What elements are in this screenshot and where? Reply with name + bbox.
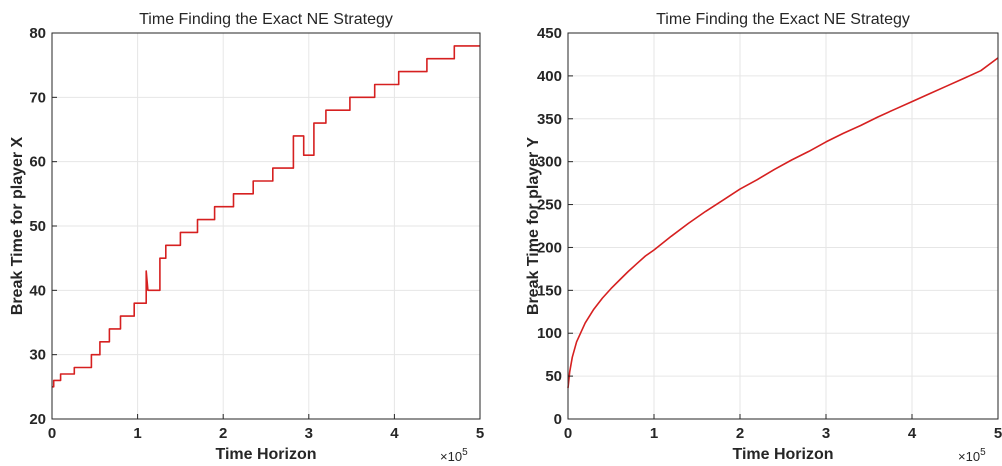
chart-right: Time Finding the Exact NE Strategy 0 1 2 3 4… <box>525 11 1002 464</box>
chart-left-title: Time Finding the Exact NE Strategy <box>139 11 393 28</box>
chart-right-plot-frame <box>567 32 999 420</box>
chart-left-x-tick-label: 3 <box>305 425 313 442</box>
chart-left: Time Finding the Exact NE Strategy 0 1 2 3 4… <box>9 11 484 464</box>
chart-right-series-line <box>567 57 999 389</box>
chart-right-y-tick-label: 150 <box>537 282 562 299</box>
chart-left-y-tick-label: 50 <box>29 218 46 235</box>
chart-left-series-line <box>52 45 480 388</box>
chart-right-x-axis-label: Time Horizon <box>732 446 833 463</box>
chart-right-title: Time Finding the Exact NE Strategy <box>656 11 910 28</box>
chart-right-y-tick-label: 450 <box>537 25 562 42</box>
chart-left-y-tick-label: 40 <box>29 282 46 299</box>
chart-right-series <box>567 57 999 389</box>
chart-right-y-tick-label: 200 <box>537 239 562 256</box>
chart-right-x-tick-label: 0 <box>564 425 572 442</box>
chart-left-x-tick-label: 5 <box>476 425 484 442</box>
chart-left-y-tick-label: 60 <box>29 154 46 171</box>
chart-right-x-tick-label: 1 <box>650 425 658 442</box>
chart-left-grid <box>51 32 481 420</box>
chart-left-x-axis-label: Time Horizon <box>215 446 316 463</box>
chart-right-y-tick-label: 350 <box>537 111 562 128</box>
chart-right-x-exponent-base: ×10 <box>958 449 980 464</box>
chart-right-x-tick-label: 3 <box>822 425 830 442</box>
chart-left-x-tick-label: 0 <box>48 425 56 442</box>
chart-left-x-tick-label: 2 <box>219 425 227 442</box>
chart-left-ticks: 0 1 2 3 4 5 20 30 40 50 60 70 80 <box>29 25 484 442</box>
chart-left-x-tick-label: 1 <box>133 425 141 442</box>
chart-left-y-tick-label: 20 <box>29 411 46 428</box>
chart-left-x-exponent-power: 5 <box>462 447 468 458</box>
chart-left-x-tick-label: 4 <box>390 425 399 442</box>
chart-left-y-axis-label: Break Time for player X <box>9 136 26 315</box>
chart-right-grid <box>567 32 999 420</box>
chart-left-y-tick-label: 70 <box>29 89 46 106</box>
chart-right-y-tick-label: 400 <box>537 68 562 85</box>
chart-right-y-tick-label: 0 <box>554 411 562 428</box>
chart-left-series <box>52 45 480 388</box>
chart-left-y-tick-label: 80 <box>29 25 46 42</box>
chart-right-x-tick-label: 5 <box>994 425 1002 442</box>
chart-left-y-tick-label: 30 <box>29 347 46 364</box>
chart-left-x-exponent: ×105 <box>440 447 468 464</box>
chart-left-x-exponent-base: ×10 <box>440 449 462 464</box>
chart-right-y-tick-label: 100 <box>537 325 562 342</box>
chart-right-y-tick-label: 300 <box>537 154 562 171</box>
chart-right-x-exponent: ×105 <box>958 447 986 464</box>
chart-right-y-axis-label: Break Time for player Y <box>525 137 542 315</box>
chart-right-y-tick-label: 50 <box>545 368 562 385</box>
chart-right-y-tick-label: 250 <box>537 197 562 214</box>
chart-right-x-tick-label: 4 <box>908 425 917 442</box>
chart-right-x-exponent-power: 5 <box>980 447 986 458</box>
chart-right-x-tick-label: 2 <box>736 425 744 442</box>
